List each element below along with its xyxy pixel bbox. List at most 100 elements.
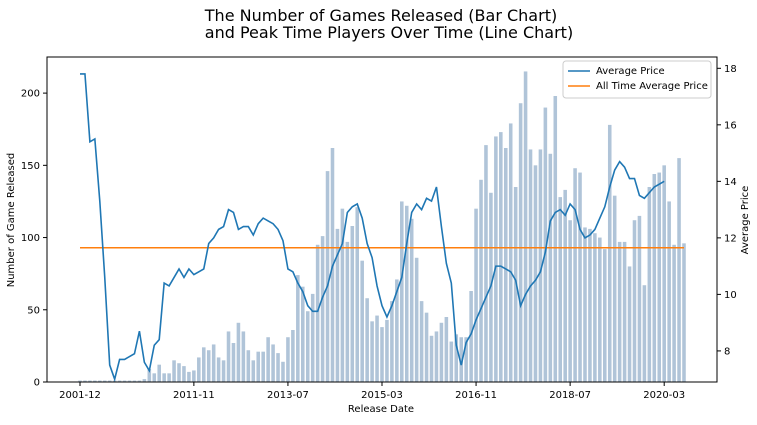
- bar: [340, 208, 345, 382]
- bar: [370, 321, 374, 382]
- bar: [172, 360, 176, 382]
- bar: [568, 220, 572, 382]
- bar: [286, 337, 290, 382]
- x-tick-label: 2015-03: [361, 390, 403, 401]
- bar: [548, 153, 553, 382]
- bar: [578, 172, 582, 382]
- chart-title-line1: The Number of Games Released (Bar Chart): [204, 6, 557, 25]
- bar: [360, 260, 364, 382]
- bar: [682, 243, 686, 382]
- bar: [221, 360, 226, 382]
- bar: [414, 257, 419, 382]
- x-tick-label: 2001-12: [59, 390, 101, 401]
- y-left-tick-label: 0: [34, 378, 40, 389]
- bar: [434, 331, 439, 382]
- bar: [508, 123, 513, 382]
- bar: [187, 371, 191, 382]
- bar: [271, 344, 275, 382]
- bar: [469, 291, 473, 382]
- bar: [612, 195, 617, 382]
- bar: [320, 236, 325, 382]
- x-axis-label: Release Date: [348, 404, 414, 415]
- bar: [454, 334, 459, 382]
- legend-label-all-time-average-price: All Time Average Price: [596, 81, 708, 92]
- bar: [400, 201, 404, 382]
- bar: [236, 322, 241, 382]
- bar: [98, 380, 102, 382]
- bar: [677, 158, 681, 382]
- bar: [385, 319, 389, 382]
- bar: [593, 233, 597, 382]
- bar: [558, 197, 563, 382]
- bar: [439, 322, 444, 382]
- x-tick-label: 2013-07: [267, 390, 309, 401]
- bar: [296, 275, 300, 382]
- bar: [409, 218, 414, 382]
- bar: [444, 317, 449, 382]
- bar: [672, 244, 676, 382]
- x-tick-label: 2018-07: [549, 390, 591, 401]
- bar: [246, 350, 251, 382]
- bar: [83, 380, 87, 382]
- bar: [533, 165, 538, 382]
- bar: [291, 330, 295, 382]
- average-price-line: [80, 73, 665, 382]
- bar: [365, 298, 369, 382]
- bar: [251, 360, 256, 382]
- bar: [563, 189, 567, 382]
- bar: [241, 331, 246, 382]
- bar: [607, 124, 612, 382]
- bar: [310, 293, 315, 382]
- legend-box: [562, 60, 712, 99]
- y-left-tick-label: 150: [21, 161, 40, 172]
- bar: [88, 380, 92, 382]
- x-tick-label: 2016-11: [455, 390, 497, 401]
- bar: [513, 187, 518, 382]
- bar: [474, 208, 478, 382]
- bar: [538, 149, 543, 382]
- bar: [256, 351, 261, 382]
- bar: [375, 315, 379, 382]
- y-left-tick-label: 200: [21, 89, 40, 100]
- bar: [350, 226, 355, 382]
- bar: [588, 228, 592, 382]
- bar: [137, 380, 142, 382]
- bar: [583, 227, 587, 382]
- bar: [266, 337, 270, 382]
- bar-series-games-released: [78, 71, 686, 382]
- bar: [335, 228, 340, 382]
- bar: [182, 366, 186, 382]
- y-left-axis-ticks: 0 50 100 150 200: [21, 89, 47, 389]
- chart-legend: Average Price All Time Average Price: [562, 60, 712, 99]
- bar: [325, 171, 330, 382]
- bar: [177, 363, 181, 382]
- x-axis-ticks: 2001-12 2011-11 2013-07 2015-03 2016-11 2018-…: [59, 382, 685, 401]
- bar: [523, 71, 528, 382]
- y-right-tick-label: 18: [724, 64, 737, 75]
- bar: [632, 220, 637, 382]
- y-left-tick-label: 50: [27, 305, 40, 316]
- bar: [494, 136, 498, 382]
- bar: [642, 285, 647, 382]
- bar: [499, 132, 503, 382]
- bar: [305, 311, 310, 382]
- y-right-axis-ticks: 8 10 12 14 16 18: [717, 64, 737, 357]
- bar: [528, 149, 533, 382]
- bar: [518, 103, 523, 382]
- bar: [197, 357, 201, 382]
- bar: [261, 351, 265, 382]
- bar: [429, 335, 434, 382]
- bar: [276, 353, 280, 382]
- bar: [390, 301, 394, 382]
- bar: [395, 279, 399, 382]
- average-price-line-group: [80, 73, 665, 382]
- bar: [380, 327, 384, 382]
- bar: [93, 380, 97, 382]
- bar: [503, 148, 508, 382]
- chart-title-line2: and Peak Time Players Over Time (Line Ch…: [205, 23, 573, 42]
- bar: [117, 380, 122, 382]
- bar: [617, 241, 622, 382]
- x-tick-label: 2011-11: [173, 390, 215, 401]
